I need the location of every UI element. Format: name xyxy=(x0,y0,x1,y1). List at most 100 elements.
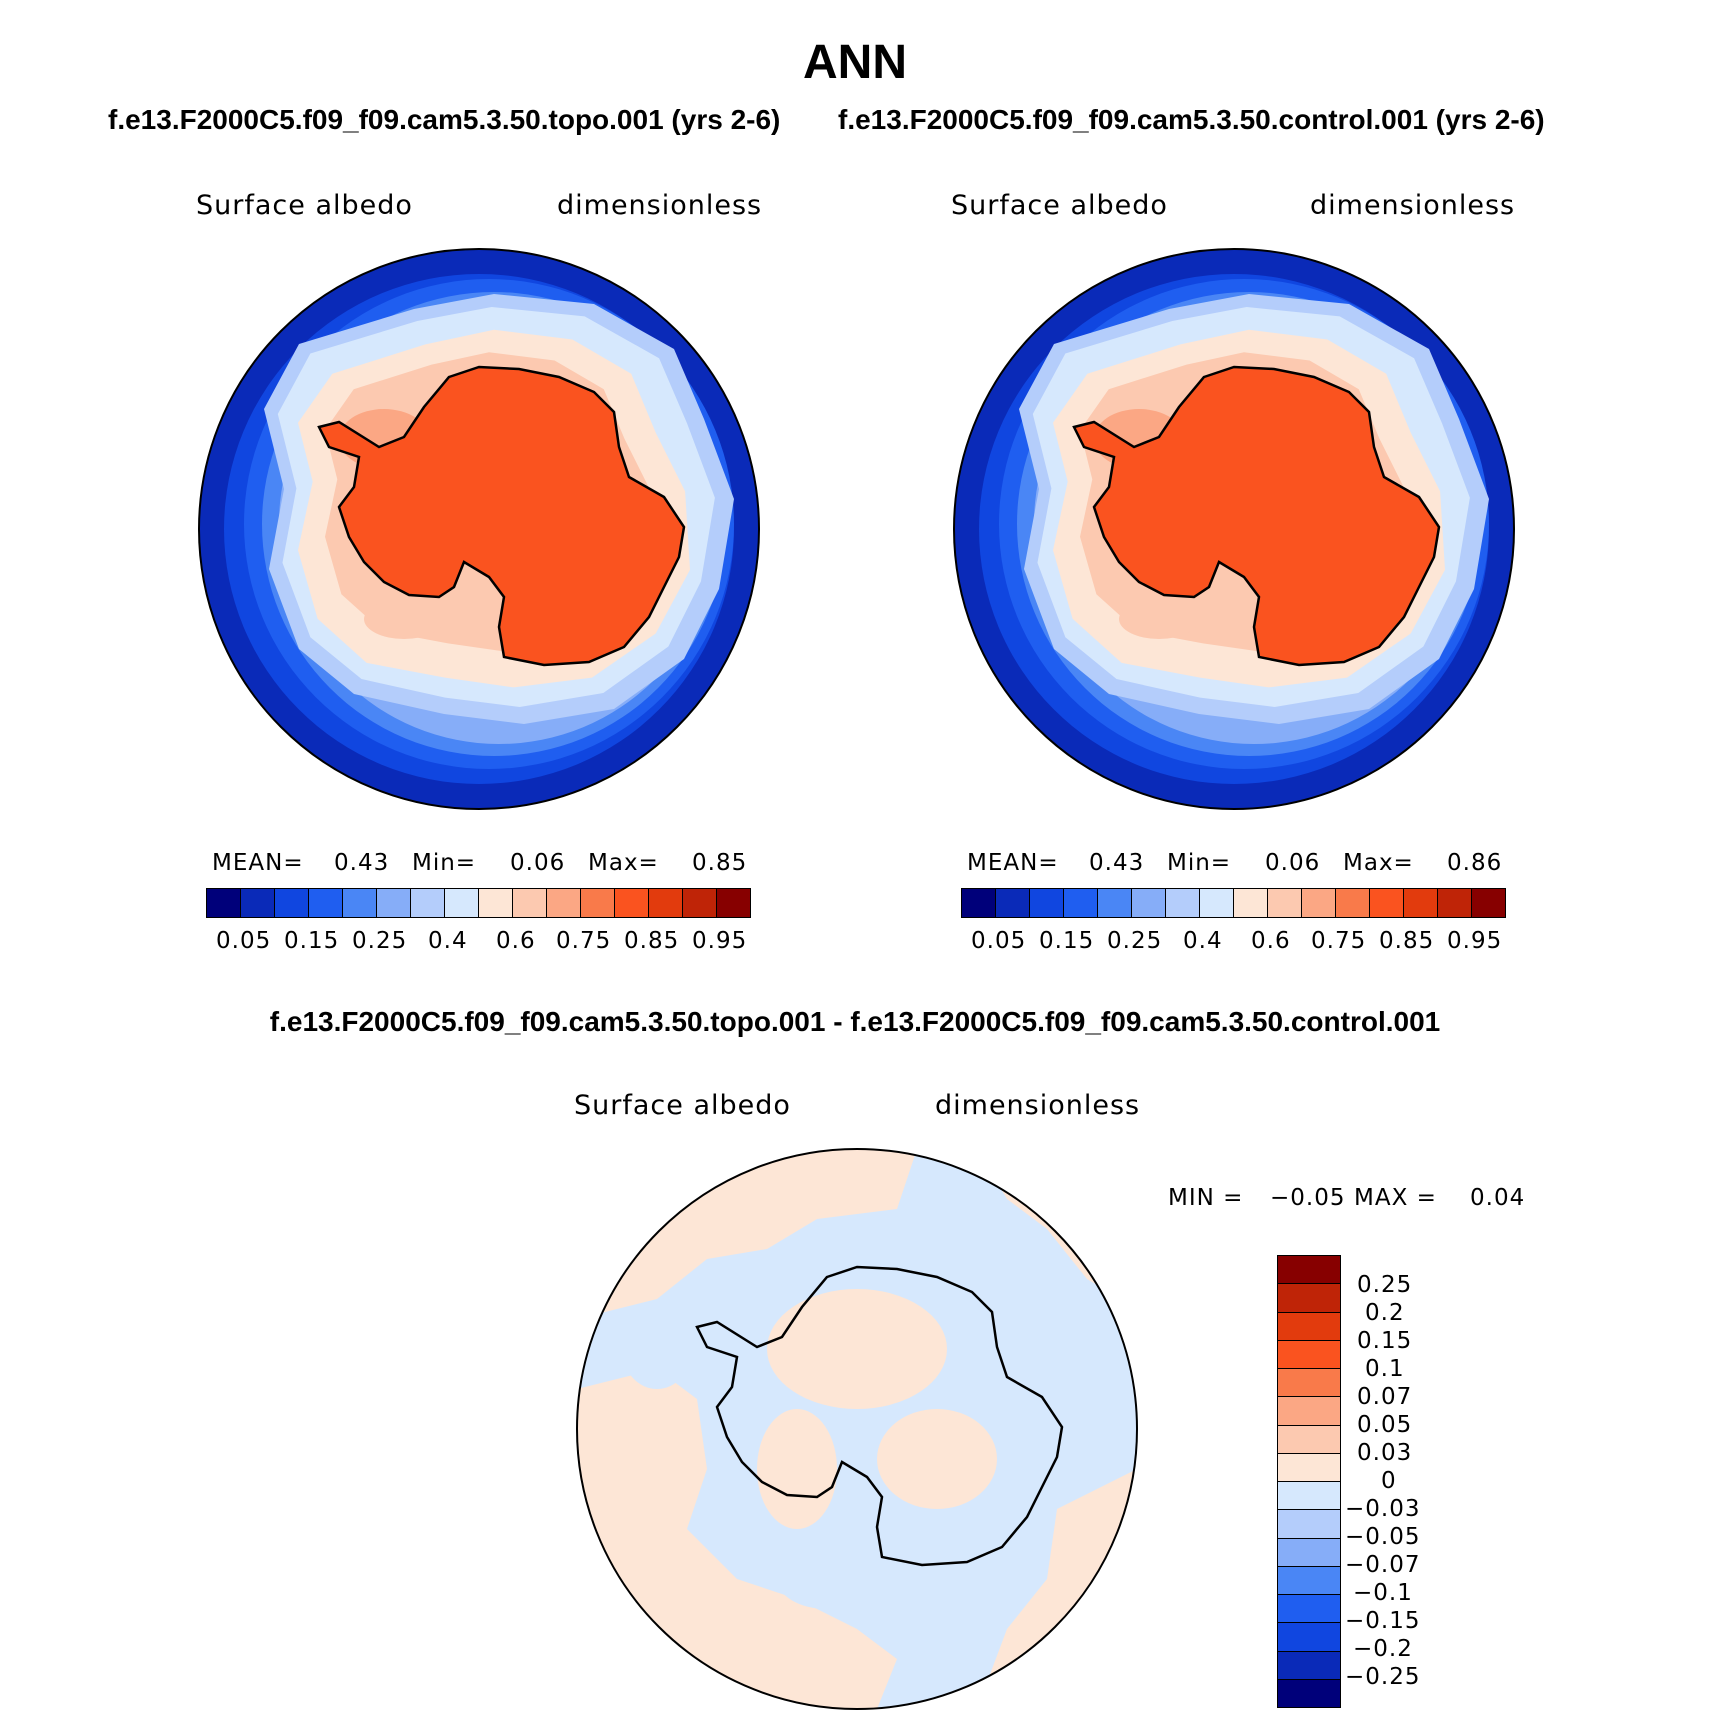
panel-2-colorbar-cell xyxy=(1437,888,1472,918)
diff-cb-label: 0 xyxy=(1381,1468,1397,1494)
diff-colorbar-cell xyxy=(1277,1368,1341,1398)
panel-1-cb-label: 0.75 xyxy=(556,928,612,954)
panel-2-colorbar-cell xyxy=(1097,888,1132,918)
panel-2-colorbar xyxy=(961,888,1506,918)
panel-2-mean-label: MEAN= xyxy=(967,850,1059,876)
panel-1-mean-label: MEAN= xyxy=(212,850,304,876)
panel-2-colorbar-cell xyxy=(1369,888,1404,918)
panel-2-cb-label: 0.15 xyxy=(1039,928,1095,954)
panel-1-min-value: 0.06 xyxy=(510,850,566,876)
diff-colorbar-cell xyxy=(1277,1255,1341,1285)
panel-1-cb-label: 0.4 xyxy=(428,928,468,954)
panel-1-colorbar xyxy=(206,888,751,918)
panel-2-max-value: 0.86 xyxy=(1447,850,1503,876)
panel-2-colorbar-cell xyxy=(1063,888,1098,918)
panel-2-header: f.e13.F2000C5.f09_f09.cam5.3.50.control.… xyxy=(838,104,1545,135)
diff-max-value: 0.04 xyxy=(1470,1185,1526,1211)
panel-2-min-value: 0.06 xyxy=(1265,850,1321,876)
diff-min-label: MIN = xyxy=(1168,1185,1244,1211)
panel-1-cb-label: 0.15 xyxy=(284,928,340,954)
panel-1-colorbar-cell xyxy=(682,888,717,918)
panel-2-colorbar-cell xyxy=(1131,888,1166,918)
diff-colorbar-cell xyxy=(1277,1481,1341,1511)
diff-colorbar-cell xyxy=(1277,1650,1341,1680)
panel-2-colorbar-cell xyxy=(1267,888,1302,918)
panel-2-colorbar-cell xyxy=(1233,888,1268,918)
panel-1-colorbar-cell xyxy=(274,888,309,918)
diff-panel-units: dimensionless xyxy=(935,1090,1141,1121)
diff-colorbar-cell xyxy=(1277,1424,1341,1454)
diff-colorbar-cell xyxy=(1277,1311,1341,1341)
panel-1-variable: Surface albedo xyxy=(196,190,413,221)
diff-colorbar-cell xyxy=(1277,1622,1341,1652)
panel-1-map-layers xyxy=(198,248,760,810)
diff-colorbar xyxy=(1277,1255,1341,1708)
panel-1-cb-label: 0.95 xyxy=(692,928,748,954)
panel-1-colorbar-cell xyxy=(580,888,615,918)
panel-2-colorbar-cell xyxy=(1471,888,1506,918)
panel-2-cb-label: 0.6 xyxy=(1251,928,1291,954)
diff-colorbar-cell xyxy=(1277,1452,1341,1482)
panel-2-cb-label: 0.85 xyxy=(1379,928,1435,954)
panel-2-map xyxy=(953,248,1515,810)
diff-cb-label: −0.05 xyxy=(1345,1524,1421,1550)
panel-2-colorbar-cell xyxy=(1403,888,1438,918)
panel-1-colorbar-cell xyxy=(512,888,547,918)
diff-map xyxy=(576,1148,1138,1710)
panel-1-colorbar-cell xyxy=(648,888,683,918)
panel-1-colorbar-cell xyxy=(444,888,479,918)
panel-2-colorbar-cell xyxy=(995,888,1030,918)
panel-1-colorbar-cell xyxy=(240,888,275,918)
panel-2-colorbar-cell xyxy=(1335,888,1370,918)
diff-cb-label: −0.25 xyxy=(1345,1664,1421,1690)
panel-2-cb-label: 0.25 xyxy=(1107,928,1163,954)
diff-colorbar-cell xyxy=(1277,1678,1341,1708)
diff-map-layers xyxy=(577,1149,1137,1709)
diff-cb-label: 0.25 xyxy=(1357,1272,1413,1298)
diff-colorbar-cell xyxy=(1277,1283,1341,1313)
panel-1-colorbar-cell xyxy=(410,888,445,918)
panel-1-cb-label: 0.25 xyxy=(352,928,408,954)
diff-cb-label: −0.2 xyxy=(1353,1636,1413,1662)
panel-1-map xyxy=(198,248,760,810)
panel-1-colorbar-cell xyxy=(376,888,411,918)
panel-2-cb-label: 0.4 xyxy=(1183,928,1223,954)
panel-1-units: dimensionless xyxy=(557,190,763,221)
diff-colorbar-cell xyxy=(1277,1509,1341,1539)
panel-1-colorbar-cell xyxy=(478,888,513,918)
diff-min-value: −0.05 xyxy=(1270,1185,1346,1211)
panel-1-cb-label: 0.05 xyxy=(216,928,272,954)
panel-2-units: dimensionless xyxy=(1310,190,1516,221)
panel-2-max-label: Max= xyxy=(1343,850,1414,876)
panel-1-max-value: 0.85 xyxy=(692,850,748,876)
diff-cb-label: −0.07 xyxy=(1345,1552,1421,1578)
panel-1-cb-label: 0.85 xyxy=(624,928,680,954)
panel-2-colorbar-cell xyxy=(961,888,996,918)
diff-cb-label: −0.1 xyxy=(1353,1580,1413,1606)
panel-2-colorbar-cell xyxy=(1029,888,1064,918)
diff-cb-label: 0.05 xyxy=(1357,1412,1413,1438)
panel-1-min-label: Min= xyxy=(412,850,477,876)
panel-1-header: f.e13.F2000C5.f09_f09.cam5.3.50.topo.001… xyxy=(108,104,781,135)
diff-cb-label: 0.03 xyxy=(1357,1440,1413,1466)
diff-cb-label: 0.2 xyxy=(1365,1300,1405,1326)
panel-1-colorbar-cell xyxy=(342,888,377,918)
page-title: ANN xyxy=(803,36,907,89)
diff-cb-label: 0.07 xyxy=(1357,1384,1413,1410)
diff-cb-label: −0.15 xyxy=(1345,1608,1421,1634)
panel-2-colorbar-cell xyxy=(1199,888,1234,918)
diff-panel-header: f.e13.F2000C5.f09_f09.cam5.3.50.topo.001… xyxy=(269,1006,1441,1037)
panel-1-colorbar-cell xyxy=(716,888,751,918)
diff-colorbar-cell xyxy=(1277,1565,1341,1595)
panel-2-mean-value: 0.43 xyxy=(1089,850,1145,876)
panel-2-cb-label: 0.95 xyxy=(1447,928,1503,954)
panel-2-colorbar-cell xyxy=(1165,888,1200,918)
diff-cb-label: 0.1 xyxy=(1365,1356,1405,1382)
panel-2-min-label: Min= xyxy=(1167,850,1232,876)
panel-1-colorbar-cell xyxy=(206,888,241,918)
panel-2-variable: Surface albedo xyxy=(951,190,1168,221)
panel-1-max-label: Max= xyxy=(588,850,659,876)
diff-colorbar-cell xyxy=(1277,1537,1341,1567)
panel-1-colorbar-cell xyxy=(546,888,581,918)
diff-cb-label: −0.03 xyxy=(1345,1496,1421,1522)
